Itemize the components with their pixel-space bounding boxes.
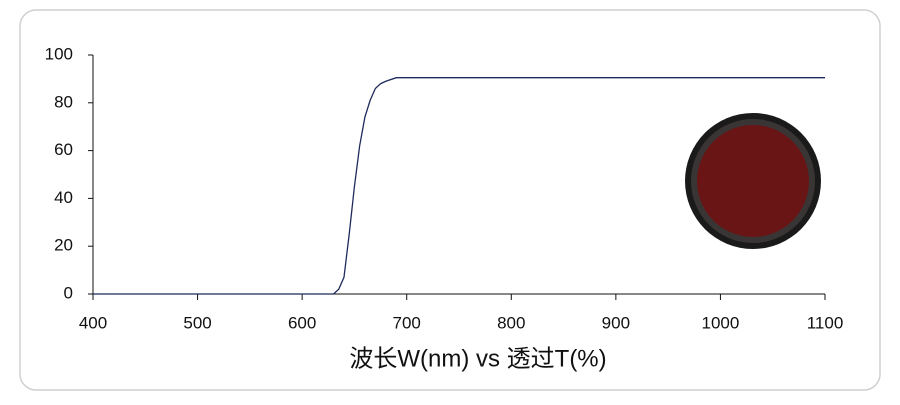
x-tick-label: 800 (497, 313, 525, 332)
x-tick-label: 400 (79, 313, 107, 332)
y-tick-label: 40 (54, 188, 73, 207)
filter-glass (697, 125, 809, 237)
x-tick-label: 500 (183, 313, 211, 332)
transmission-line (93, 77, 825, 295)
filter-image (685, 113, 821, 249)
x-axis-label: 波长W(nm) vs 透过T(%) (349, 345, 606, 372)
y-tick-label: 20 (54, 236, 73, 255)
x-tick-label: 600 (288, 313, 316, 332)
y-tick-label: 80 (54, 92, 73, 111)
x-tick-label: 900 (602, 313, 630, 332)
x-tick-label: 1100 (807, 313, 844, 332)
card-frame (19, 9, 881, 391)
y-tick-label: 0 (64, 283, 73, 302)
y-tick-label: 60 (54, 140, 73, 159)
x-tick-label: 700 (393, 313, 421, 332)
y-tick-label: 100 (45, 44, 73, 63)
x-tick-label: 1000 (702, 313, 740, 332)
